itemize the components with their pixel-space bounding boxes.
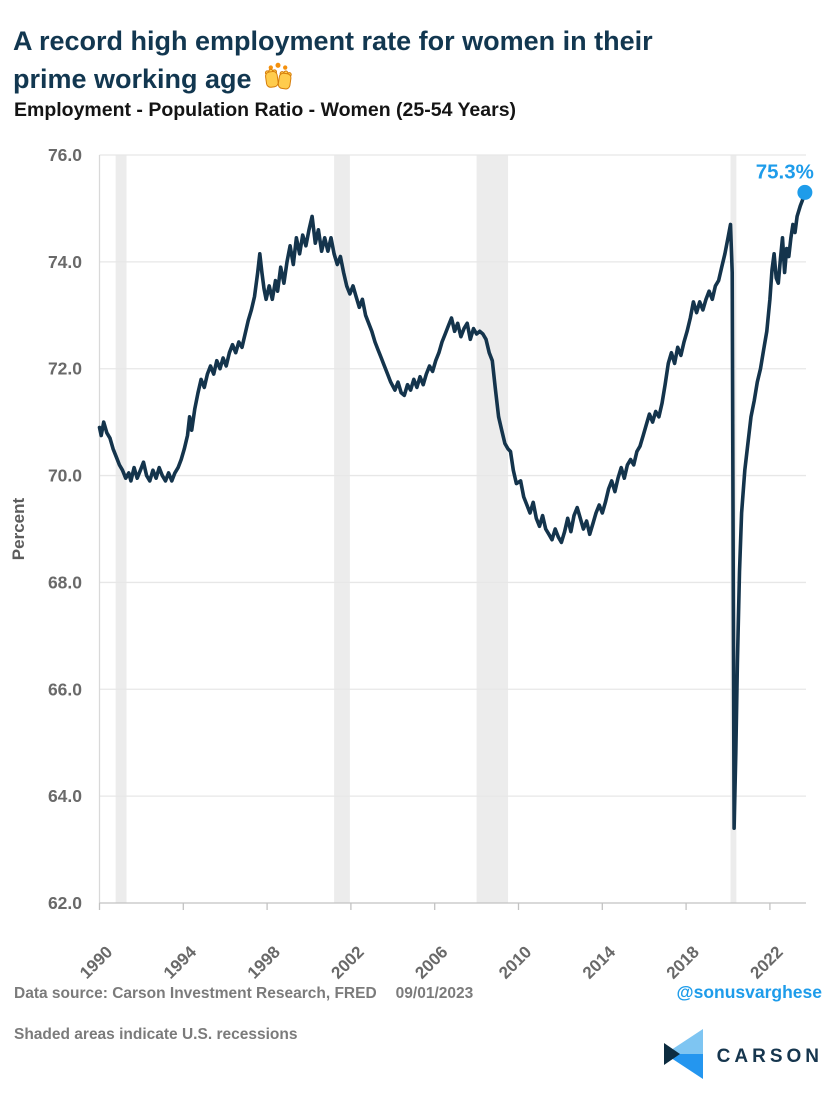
data-line <box>97 190 807 831</box>
twitter-handle: @sonusvarghese <box>676 982 822 1002</box>
y-tick-label: 74.0 <box>48 252 82 272</box>
y-tick-label: 68.0 <box>48 572 82 592</box>
y-tick-label: 70.0 <box>48 466 82 486</box>
carson-logo-text: CARSON <box>716 1045 823 1067</box>
x-tick-label: 2006 <box>411 942 451 980</box>
recession-band <box>115 155 127 903</box>
x-tick-label: 2018 <box>663 942 703 980</box>
y-tick-label: 64.0 <box>48 786 82 806</box>
recession-band <box>476 155 509 903</box>
as-of-date: 09/01/2023 <box>395 985 474 1002</box>
y-tick-label: 76.0 <box>48 145 82 165</box>
x-tick-label: 2014 <box>579 942 620 980</box>
footer-source-row: Data source: Carson Investment Research,… <box>14 982 822 1003</box>
recession-note: Shaded areas indicate U.S. recessions <box>14 1026 298 1043</box>
raising-hands-emoji <box>260 61 296 103</box>
y-tick-label: 62.0 <box>48 893 82 913</box>
latest-value-label: 75.3% <box>756 160 814 183</box>
x-tick-label: 1990 <box>76 942 116 980</box>
x-tick-label: 2022 <box>747 942 787 980</box>
page-title-line1: A record high employment rate for women … <box>13 26 653 57</box>
employment-population-chart: 62.0 64.0 66.0 68.0 70.0 72.0 74.0 76.0 1990 1994… <box>0 140 837 983</box>
x-tick-label: 1998 <box>244 942 284 980</box>
y-tick-label: 66.0 <box>48 679 82 699</box>
latest-value-dot <box>797 184 813 200</box>
recession-band <box>334 155 350 903</box>
y-tick-label: 72.0 <box>48 359 82 379</box>
x-tick-label: 1994 <box>160 942 201 980</box>
y-axis-title: Percent <box>9 497 28 560</box>
chart-canvas: 62.0 64.0 66.0 68.0 70.0 72.0 74.0 76.0 1990 1994… <box>9 145 814 983</box>
x-tick-label: 2010 <box>495 942 535 980</box>
carson-logo: CARSON <box>660 1028 823 1085</box>
carson-logo-icon <box>660 1028 704 1085</box>
page-title-line2: prime working age <box>13 64 252 95</box>
chart-subtitle: Employment - Population Ratio - Women (2… <box>14 99 517 121</box>
page-title: A record high employment rate for women … <box>13 22 813 103</box>
data-source-text: Data source: Carson Investment Research,… <box>14 985 377 1002</box>
x-tick-label: 2002 <box>328 942 368 980</box>
